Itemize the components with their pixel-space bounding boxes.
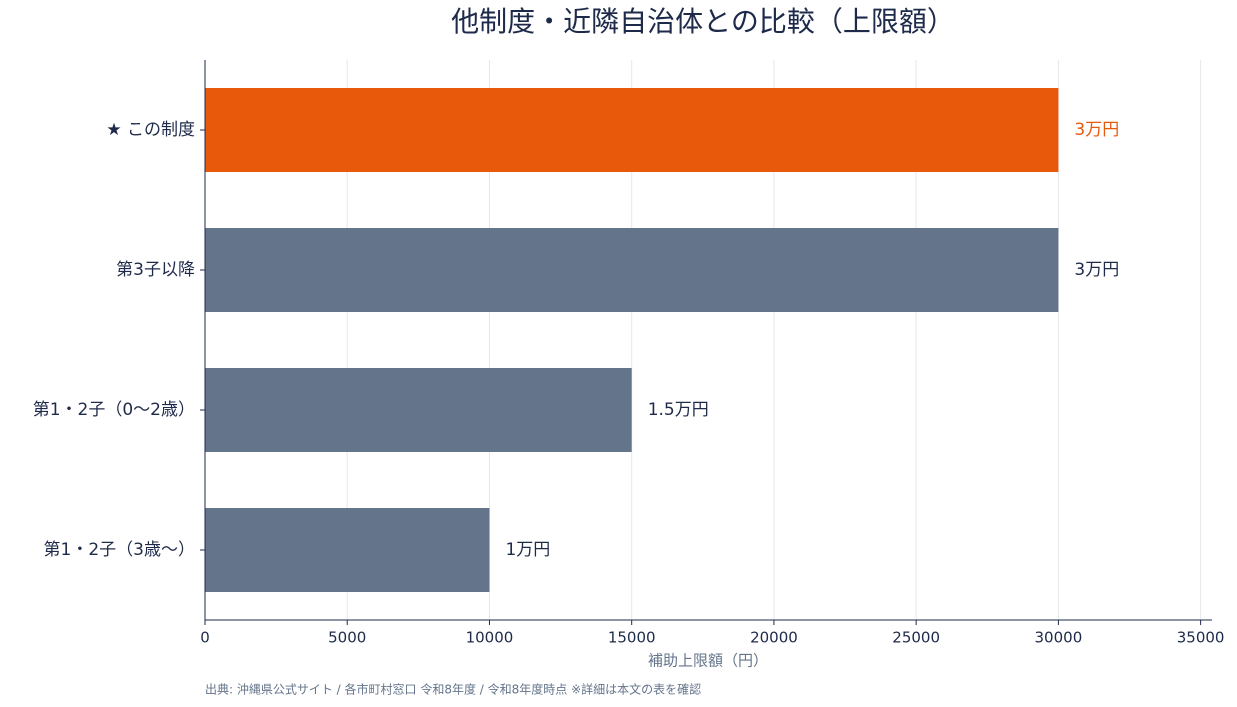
x-tick-label: 35000	[1177, 629, 1225, 647]
x-tick-label: 10000	[466, 629, 514, 647]
x-tick-label: 0	[200, 629, 210, 647]
value-label: 3万円	[1074, 120, 1119, 140]
y-tick-label: 第1・2子（3歳〜）	[44, 540, 195, 560]
bar	[205, 508, 490, 592]
x-tick-label: 30000	[1035, 629, 1083, 647]
bar	[205, 228, 1059, 312]
x-tick-label: 5000	[328, 629, 366, 647]
x-axis-label: 補助上限額（円）	[648, 652, 768, 670]
source-note: 出典: 沖縄県公式サイト / 各市町村窓口 令和8年度 / 令和8年度時点 ※詳…	[205, 682, 701, 697]
x-tick-label: 25000	[892, 629, 940, 647]
y-tick-label: ★ この制度	[106, 120, 195, 140]
y-tick-label: 第1・2子（0〜2歳）	[33, 400, 195, 420]
x-tick-label: 15000	[608, 629, 656, 647]
chart-title: 他制度・近隣自治体との比較（上限額）	[451, 5, 955, 38]
y-tick-label: 第3子以降	[116, 260, 195, 280]
value-label: 1万円	[505, 540, 550, 560]
bar	[205, 88, 1059, 172]
value-label: 3万円	[1074, 260, 1119, 280]
bar	[205, 368, 632, 452]
value-label: 1.5万円	[648, 400, 709, 420]
x-tick-label: 20000	[750, 629, 798, 647]
